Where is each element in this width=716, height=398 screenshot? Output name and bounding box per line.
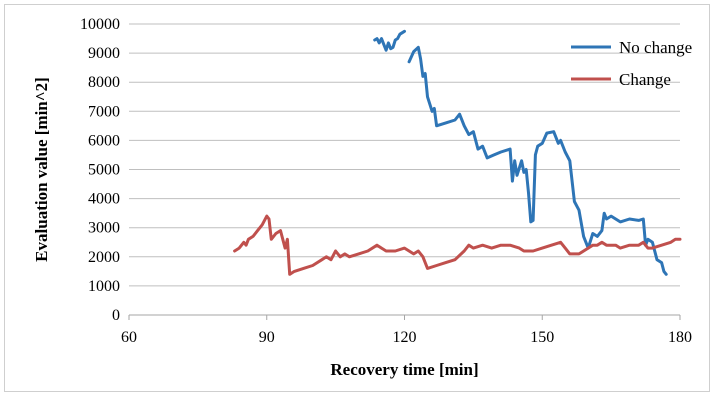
y-tick-label: 9000 [88,45,120,62]
x-axis-title: Recovery time [min] [330,360,478,379]
y-tick-label: 6000 [88,132,120,149]
x-tick-label: 150 [530,329,554,346]
chart-frame [4,4,710,392]
y-tick-label: 8000 [88,74,120,91]
y-axis-title: Evaluation value [min^2] [32,77,51,262]
y-tick-label: 4000 [88,191,120,208]
series-line-no-change [373,29,406,52]
x-tick-label: 180 [668,329,692,346]
legend-label: Change [619,70,671,89]
series-line-change [233,214,682,276]
legend-label: No change [619,38,692,57]
y-tick-label: 0 [112,307,120,324]
x-tick-label: 60 [121,329,137,346]
y-tick-label: 2000 [88,249,120,266]
y-tick-label: 5000 [88,162,120,179]
y-tick-label: 10000 [80,16,120,33]
x-tick-label: 120 [393,329,417,346]
y-tick-label: 1000 [88,278,120,295]
y-tick-label: 3000 [88,220,120,237]
y-tick-label: 7000 [88,103,120,120]
series-line-no-change [407,45,668,276]
x-tick-label: 90 [259,329,275,346]
